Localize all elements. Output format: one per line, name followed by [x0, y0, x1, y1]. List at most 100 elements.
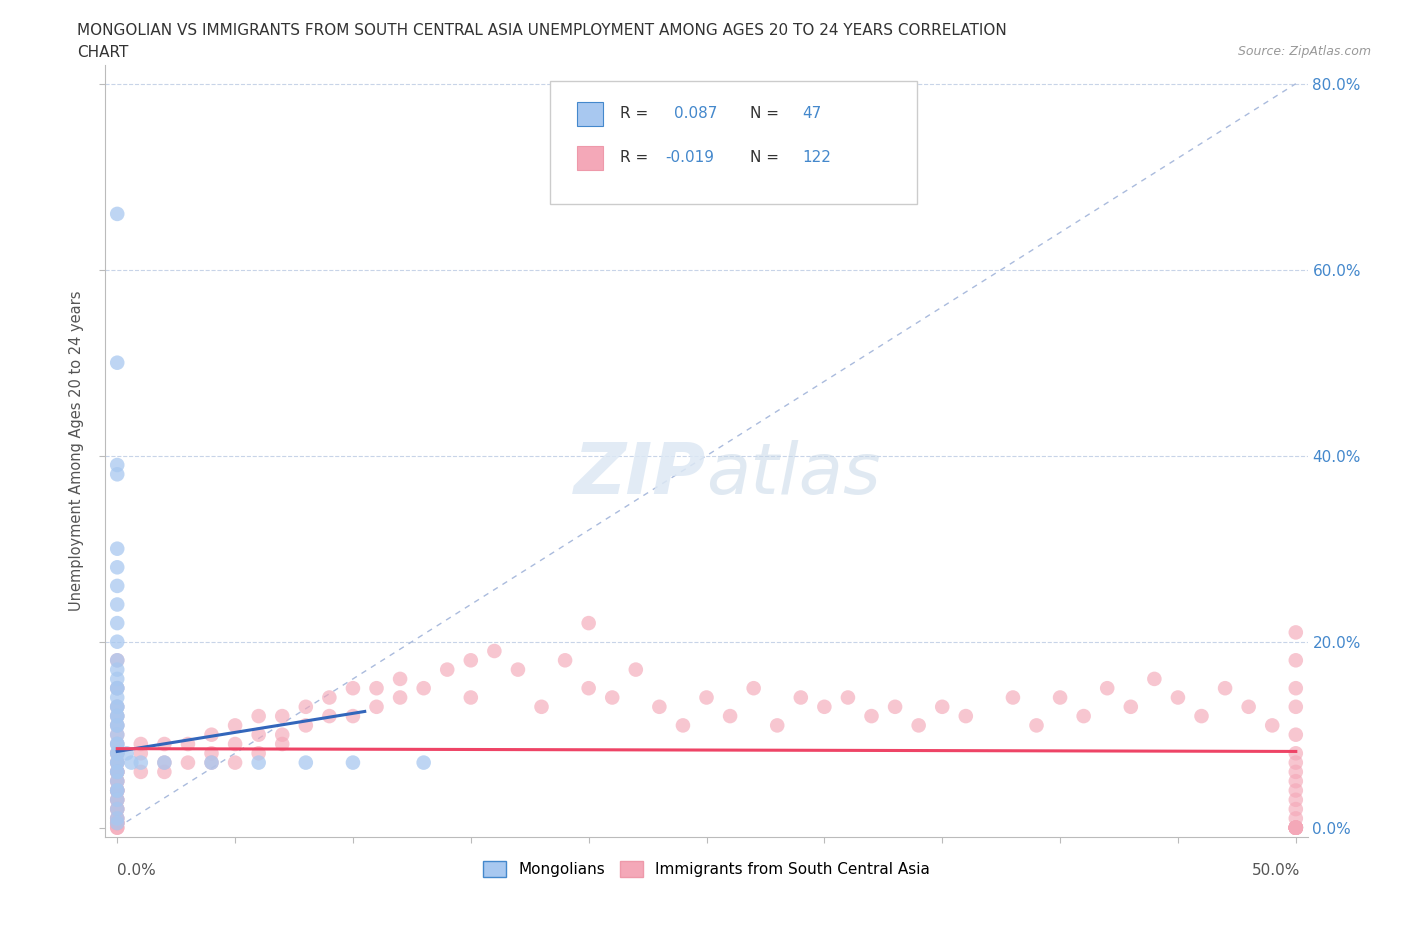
Point: [153, 764, 176, 779]
Point: [105, 718, 128, 733]
Point: [105, 699, 128, 714]
Text: 50.0%: 50.0%: [1253, 863, 1301, 878]
Point: [105, 681, 128, 696]
Point: [105, 690, 128, 705]
Point: [554, 653, 576, 668]
Point: [813, 699, 835, 714]
Point: [742, 681, 765, 696]
Point: [648, 699, 671, 714]
Point: [1285, 746, 1308, 761]
Point: [177, 737, 200, 751]
Point: [105, 792, 128, 807]
Point: [1285, 820, 1308, 835]
Point: [105, 820, 128, 835]
Point: [105, 774, 128, 789]
Point: [129, 764, 152, 779]
Point: [247, 746, 270, 761]
Point: [1213, 681, 1236, 696]
Point: [105, 634, 128, 649]
Text: R =: R =: [620, 151, 652, 166]
Point: [1285, 625, 1308, 640]
Point: [1285, 774, 1308, 789]
Point: [342, 681, 364, 696]
Text: 122: 122: [803, 151, 831, 166]
Point: [200, 755, 222, 770]
Point: [271, 727, 294, 742]
Point: [177, 755, 200, 770]
Point: [1261, 718, 1284, 733]
Point: [105, 709, 128, 724]
Point: [1285, 727, 1308, 742]
Point: [105, 467, 128, 482]
Point: [1119, 699, 1142, 714]
Point: [105, 709, 128, 724]
Point: [105, 792, 128, 807]
Point: [224, 737, 246, 751]
Point: [105, 802, 128, 817]
Point: [105, 774, 128, 789]
Point: [105, 746, 128, 761]
Point: [105, 783, 128, 798]
Point: [271, 709, 294, 724]
Point: [436, 662, 458, 677]
Point: [247, 727, 270, 742]
Point: [105, 764, 128, 779]
Point: [105, 206, 128, 221]
Point: [1285, 820, 1308, 835]
Point: [105, 727, 128, 742]
Point: [342, 755, 364, 770]
Point: [672, 718, 695, 733]
Point: [129, 755, 152, 770]
Point: [295, 755, 318, 770]
Point: [105, 727, 128, 742]
Point: [224, 755, 246, 770]
Point: [153, 755, 176, 770]
Point: [105, 764, 128, 779]
Point: [115, 746, 138, 761]
Text: Source: ZipAtlas.com: Source: ZipAtlas.com: [1237, 45, 1371, 58]
Point: [153, 755, 176, 770]
Point: [153, 737, 176, 751]
Text: N =: N =: [749, 151, 783, 166]
Point: [105, 755, 128, 770]
Text: 0.0%: 0.0%: [117, 863, 156, 878]
Point: [1237, 699, 1260, 714]
Point: [105, 764, 128, 779]
Point: [105, 755, 128, 770]
Point: [105, 783, 128, 798]
Text: CHART: CHART: [77, 45, 129, 60]
Point: [105, 802, 128, 817]
Point: [224, 718, 246, 733]
Point: [1285, 783, 1308, 798]
Point: [884, 699, 907, 714]
Point: [578, 681, 600, 696]
Point: [295, 718, 318, 733]
Point: [105, 718, 128, 733]
Point: [837, 690, 859, 705]
Point: [389, 690, 412, 705]
Point: [105, 811, 128, 826]
Point: [200, 755, 222, 770]
Point: [105, 578, 128, 593]
Text: -0.019: -0.019: [665, 151, 714, 166]
Point: [105, 718, 128, 733]
Point: [295, 699, 318, 714]
Point: [105, 737, 128, 751]
Point: [860, 709, 883, 724]
Text: ZIP: ZIP: [574, 440, 707, 509]
Point: [105, 783, 128, 798]
Point: [600, 690, 623, 705]
Point: [105, 816, 128, 830]
Point: [1073, 709, 1095, 724]
Point: [578, 616, 600, 631]
Point: [105, 560, 128, 575]
Point: [1285, 820, 1308, 835]
Point: [200, 746, 222, 761]
Point: [129, 737, 152, 751]
Point: [1285, 820, 1308, 835]
Point: [105, 816, 128, 830]
Point: [1001, 690, 1024, 705]
Point: [105, 355, 128, 370]
Point: [105, 746, 128, 761]
Point: [105, 755, 128, 770]
